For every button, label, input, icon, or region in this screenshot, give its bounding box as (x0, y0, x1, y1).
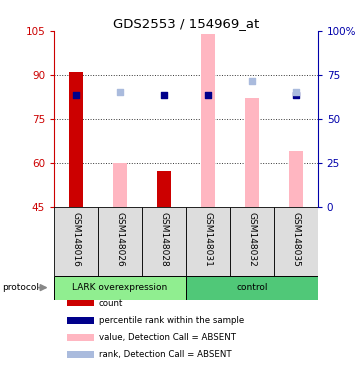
Text: GSM148035: GSM148035 (291, 212, 300, 267)
Bar (67, 317, 94, 324)
Text: GSM148016: GSM148016 (71, 212, 81, 267)
Point (161, 92, 167, 98)
Text: GSM148032: GSM148032 (247, 212, 256, 267)
Bar (201, 34, 215, 207)
Text: GSM148031: GSM148031 (203, 212, 212, 267)
Bar (67, 334, 94, 341)
Point (117, 89, 123, 95)
Text: rank, Detection Call = ABSENT: rank, Detection Call = ABSENT (99, 350, 231, 359)
Bar (98, 207, 142, 276)
Bar (186, 276, 318, 300)
Point (73, 92, 79, 98)
Bar (54, 207, 98, 276)
Point (293, 89, 299, 95)
Text: GSM148026: GSM148026 (116, 212, 125, 267)
Text: percentile rank within the sample: percentile rank within the sample (99, 316, 244, 325)
Bar (186, 207, 230, 276)
Bar (69, 72, 83, 207)
Point (293, 92, 299, 98)
Text: count: count (99, 298, 123, 308)
Bar (113, 162, 127, 207)
Text: control: control (236, 283, 268, 292)
Point (249, 78, 255, 84)
Bar (230, 207, 274, 276)
Text: value, Detection Call = ABSENT: value, Detection Call = ABSENT (99, 333, 236, 342)
Bar (142, 207, 186, 276)
Text: GSM148028: GSM148028 (160, 212, 169, 267)
Bar (245, 98, 259, 207)
Bar (67, 300, 94, 306)
Bar (289, 151, 303, 207)
Bar (54, 276, 186, 300)
Title: GDS2553 / 154969_at: GDS2553 / 154969_at (113, 17, 259, 30)
Point (205, 92, 211, 98)
Bar (274, 207, 318, 276)
Text: LARK overexpression: LARK overexpression (73, 283, 168, 292)
Text: protocol: protocol (2, 283, 39, 292)
Bar (157, 171, 171, 207)
Bar (67, 351, 94, 358)
